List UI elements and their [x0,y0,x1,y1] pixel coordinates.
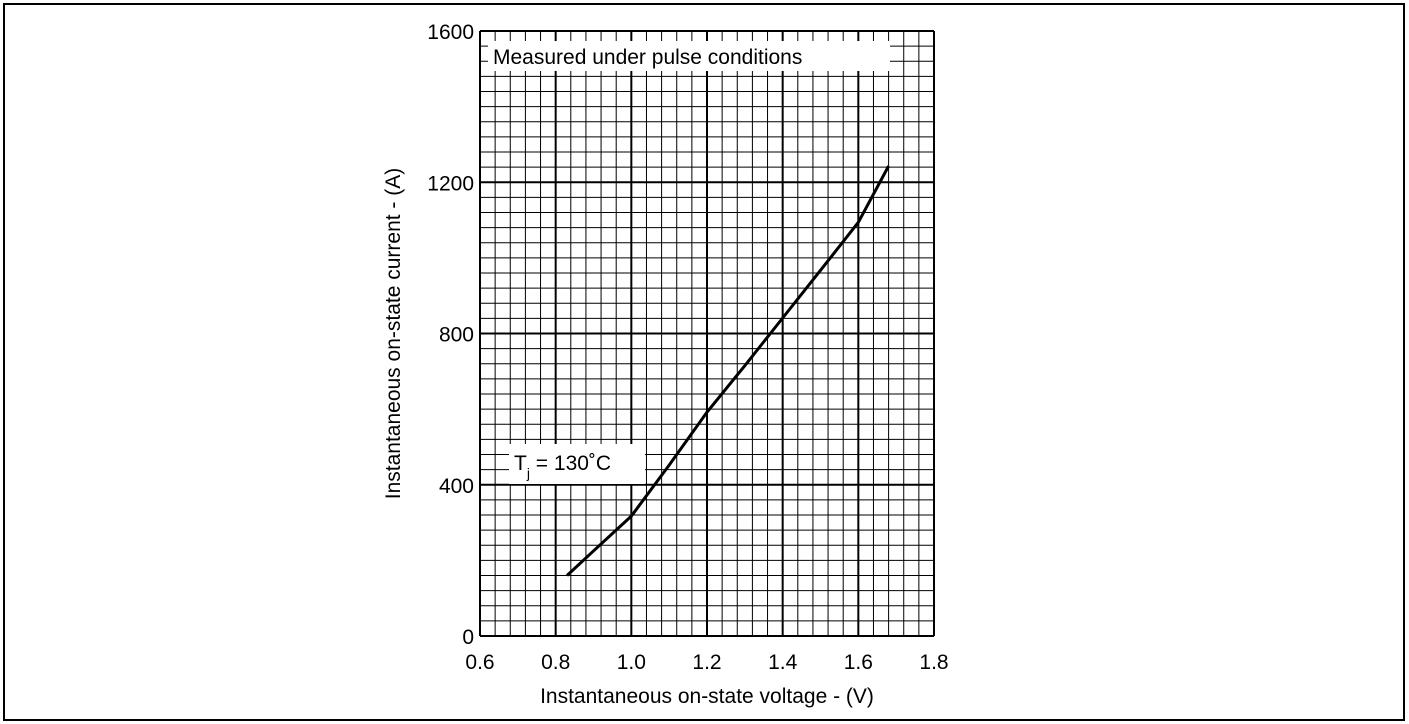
y-tick-label: 400 [439,475,474,498]
labels: 0.6 0.8 1.0 1.2 1.4 1.6 1.8 0 400 800 1200 1600 Meas… [382,21,949,708]
x-tick-label: 1.4 [768,651,798,674]
x-tick-label: 0.8 [541,651,570,674]
frame [3,3,1405,721]
annotation-bg [488,41,890,71]
y-tick-label: 1200 [427,172,474,195]
series-label-part: = 130˚C [530,452,611,475]
y-tick-label: 0 [462,626,474,649]
y-axis-label: Instantaneous on-state current - (A) [382,168,405,500]
series-label-sub: j [526,465,530,481]
marks [565,165,890,577]
series-label: Tj = 130˚C [514,452,611,481]
y-tick-label: 800 [439,324,474,347]
x-tick-label: 1.8 [919,651,948,674]
annotation: Measured under pulse conditions [493,46,802,69]
x-tick-label: 0.6 [465,651,494,674]
grid [479,30,935,637]
x-tick-label: 1.0 [617,651,646,674]
x-tick-label: 1.6 [844,651,873,674]
x-tick-label: 1.2 [692,651,721,674]
series-label-bg [509,444,645,484]
y-tick-label: 1600 [427,21,474,44]
series-label-part: T [514,452,527,475]
curve [565,165,890,577]
x-axis-label: Instantaneous on-state voltage - (V) [540,685,874,708]
